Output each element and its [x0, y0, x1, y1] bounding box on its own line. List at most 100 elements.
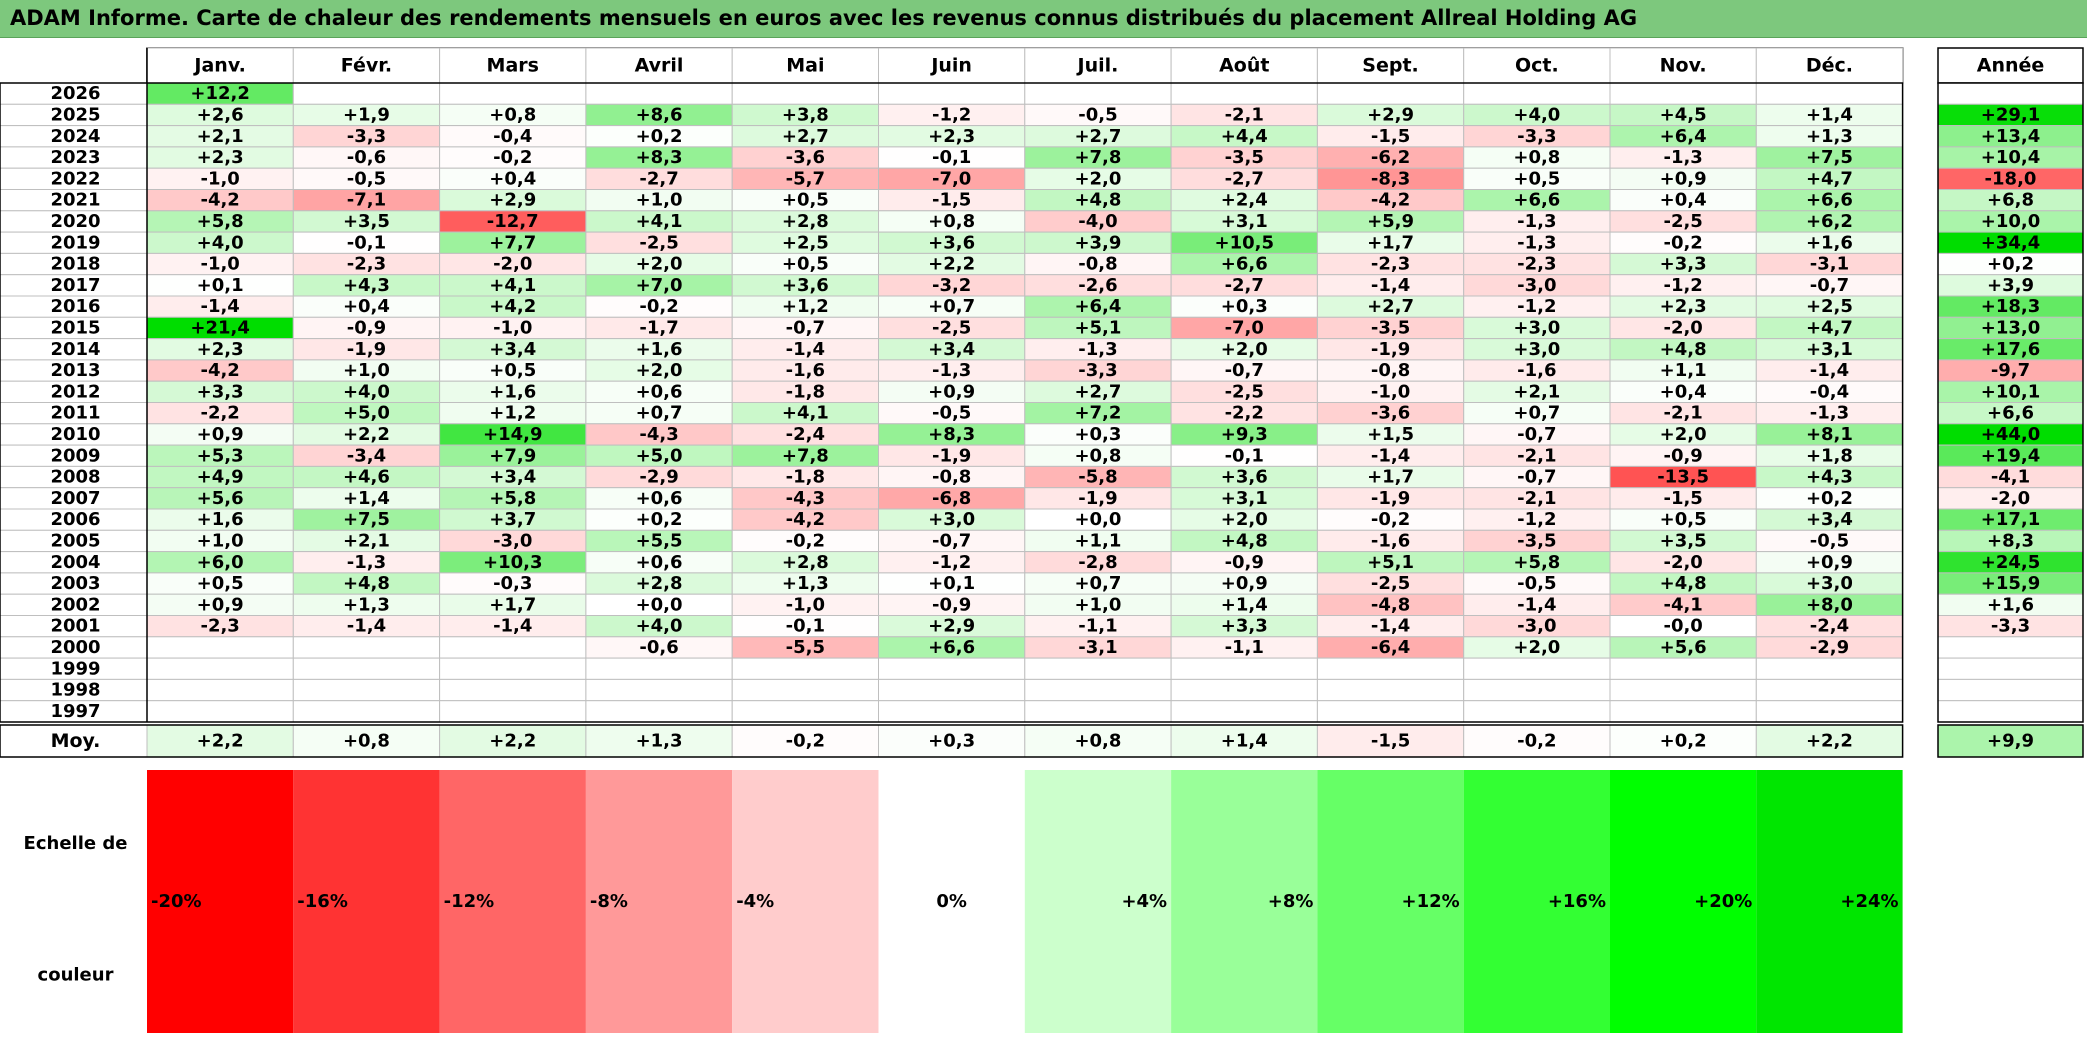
cell-value: +5,6 [1660, 637, 1707, 658]
cell-value: +0,9 [1660, 168, 1707, 189]
month-header-cell [1609, 47, 1757, 84]
cell-value: +0,8 [1074, 445, 1121, 466]
cell-value: -1,2 [932, 104, 971, 125]
cell-value: +1,6 [1806, 232, 1853, 253]
cell-value: +5,5 [636, 530, 683, 551]
cell-value: -13,5 [1657, 467, 1709, 488]
cell-value: -6,2 [1371, 147, 1410, 168]
cell-value: -1,0 [493, 317, 532, 338]
annual-value: -4,1 [1991, 467, 2030, 488]
cell-value: -1,4 [1371, 445, 1410, 466]
annual-cell [1937, 700, 2084, 723]
heatmap-cell [731, 82, 880, 105]
annual-value: +17,1 [1981, 509, 2041, 530]
cell-value: +2,3 [928, 126, 975, 147]
cell-value: -0,7 [1517, 467, 1556, 488]
cell-value: +14,9 [483, 424, 543, 445]
annual-value: -3,3 [1991, 616, 2030, 637]
average-cell [1463, 724, 1611, 758]
heatmap-cell [878, 82, 1026, 105]
cell-value: +3,6 [1221, 467, 1268, 488]
year-label: 2016 [50, 296, 100, 317]
average-annual-cell [1937, 724, 2084, 758]
cell-value: +3,4 [489, 339, 536, 360]
cell-value: +2,5 [782, 232, 829, 253]
cell-value: -1,9 [1078, 488, 1117, 509]
cell-value: +2,4 [1221, 190, 1268, 211]
cell-value: +1,7 [489, 594, 536, 615]
heatmap-cell [292, 700, 441, 723]
cell-value: +0,2 [1806, 488, 1853, 509]
cell-value: +1,3 [343, 594, 390, 615]
month-header-label: Mai [786, 55, 824, 77]
cell-value: -2,1 [1663, 403, 1702, 424]
cell-value: +1,8 [1806, 445, 1853, 466]
cell-value: -4,3 [639, 424, 678, 445]
average-value: +2,2 [1806, 731, 1853, 752]
year-label: 2009 [50, 445, 100, 466]
annual-value: +0,2 [1987, 254, 2034, 275]
cell-value: +3,0 [928, 509, 975, 530]
annual-value: +19,4 [1981, 445, 2041, 466]
cell-value: +2,1 [343, 530, 390, 551]
scale-label-line: couleur [38, 965, 114, 986]
heatmap-cell [1316, 700, 1465, 723]
cell-value: +0,6 [636, 488, 683, 509]
cell-value: -0,2 [639, 296, 678, 317]
scale-label: +24% [1840, 891, 1898, 912]
annual-value: +10,1 [1981, 381, 2041, 402]
year-label: 2021 [50, 190, 100, 211]
heatmap-cell [1170, 657, 1318, 680]
cell-value: +6,2 [1806, 211, 1853, 232]
annual-value: +6,6 [1987, 403, 2034, 424]
cell-value: -0,0 [1663, 616, 1702, 637]
chart-title: ADAM Informe. Carte de chaleur des rende… [10, 6, 1638, 30]
cell-value: +4,6 [343, 467, 390, 488]
cell-value: -3,5 [1371, 317, 1410, 338]
cell-value: +2,9 [1367, 104, 1414, 125]
month-header-label: Août [1219, 55, 1269, 77]
cell-value: -7,0 [932, 168, 971, 189]
annual-value: -2,0 [1991, 488, 2030, 509]
cell-value: +4,0 [343, 381, 390, 402]
cell-value: -4,2 [1371, 190, 1410, 211]
cell-value: -1,0 [1371, 381, 1410, 402]
cell-value: -1,4 [1810, 360, 1849, 381]
cell-value: +7,8 [1074, 147, 1121, 168]
annual-value: +3,9 [1987, 275, 2034, 296]
cell-value: +6,4 [1074, 296, 1121, 317]
scale-swatch [1317, 770, 1464, 1033]
heatmap-cell [585, 82, 733, 105]
cell-value: -3,4 [347, 445, 386, 466]
cell-value: -1,9 [932, 445, 971, 466]
scale-swatch [1756, 770, 1903, 1033]
heatmap-cell [439, 678, 587, 702]
cell-value: -3,0 [1517, 616, 1556, 637]
cell-value: +4,3 [1806, 467, 1853, 488]
cell-value: -0,2 [493, 147, 532, 168]
cell-value: +2,6 [197, 104, 244, 125]
cell-value: -0,8 [932, 467, 971, 488]
year-label: 2005 [50, 530, 100, 551]
scale-label: +12% [1402, 891, 1460, 912]
annual-header-label: Année [1977, 55, 2045, 77]
cell-value: +4,8 [1660, 573, 1707, 594]
title-bar: ADAM Informe. Carte de chaleur des rende… [0, 0, 2087, 38]
heatmap-cell [1170, 700, 1318, 723]
cell-value: -0,1 [932, 147, 971, 168]
month-header-label: Févr. [341, 55, 392, 77]
cell-value: -5,8 [1078, 467, 1117, 488]
cell-value: +2,0 [636, 360, 683, 381]
cell-value: +2,2 [928, 254, 975, 275]
average-cell [146, 724, 294, 758]
heatmap-cell [731, 678, 880, 702]
cell-value: +2,9 [928, 616, 975, 637]
heatmap-cell [1024, 657, 1172, 680]
cell-value: +3,5 [1660, 530, 1707, 551]
annual-value: -18,0 [1985, 168, 2037, 189]
annual-value: +13,4 [1981, 126, 2041, 147]
cell-value: -0,3 [493, 573, 532, 594]
month-header-label: Sept. [1362, 55, 1418, 77]
heatmap-cell [585, 700, 733, 723]
cell-value: +3,7 [489, 509, 536, 530]
